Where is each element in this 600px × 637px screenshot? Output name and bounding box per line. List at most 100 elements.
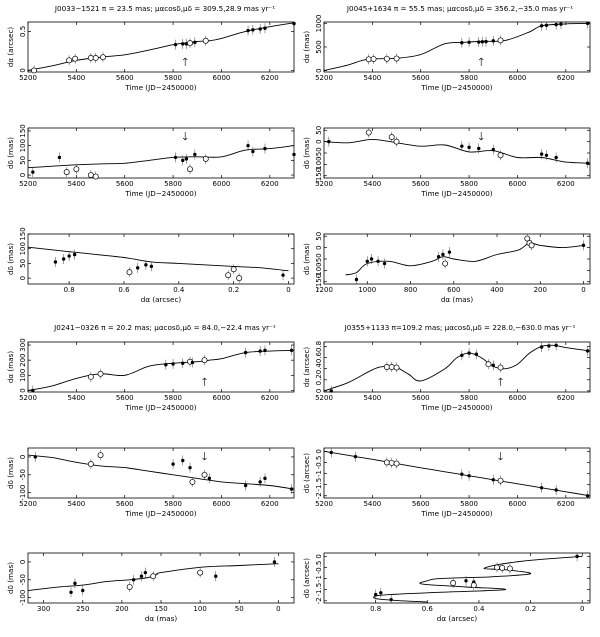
data-point-open — [497, 477, 504, 484]
y-tick-label: 0.6 — [315, 351, 323, 363]
x-tick-label: 5400 — [363, 500, 381, 508]
y-axis-label: dα (mas) — [302, 31, 311, 64]
data-point-open — [87, 54, 94, 61]
data-point-filled — [263, 26, 267, 30]
data-point-filled — [171, 462, 175, 466]
panel-j0033-1521-dd-vs-da: 0.8 0.6 0.4 0.2 0 0 50 100 150 dα (arcsec) dδ (mas… — [6, 227, 295, 304]
y-tick-label: 100 — [19, 369, 27, 382]
model-curve — [28, 454, 294, 490]
x-tick-label: 5800 — [164, 180, 182, 188]
data-point-open — [393, 138, 400, 145]
data-point-open — [383, 364, 390, 370]
data-point-open — [365, 56, 372, 63]
epoch-arrow-head — [478, 137, 484, 141]
x-tick-label: 5800 — [460, 394, 478, 402]
y-tick-label: 50 — [19, 259, 27, 268]
data-point-filled — [447, 250, 452, 254]
x-tick-label: 5200 — [315, 74, 333, 82]
x-axis-label: dα (mas) — [145, 614, 178, 623]
data-point-open — [202, 155, 209, 162]
data-point-filled — [67, 254, 71, 258]
data-point-filled — [263, 146, 267, 151]
data-point-filled — [292, 21, 296, 26]
data-point-filled — [69, 590, 73, 594]
data-point-filled — [477, 40, 481, 44]
x-tick-label: 250 — [76, 605, 89, 613]
data-point-filled — [491, 478, 495, 482]
panel-j0033-1521-dd-vs-time: 5200 5400 5600 5800 6000 6200 0 50 100 150 Time (J… — [6, 124, 296, 198]
y-axis-label: dα (arcsec) — [302, 347, 311, 388]
plot-frame — [323, 21, 591, 73]
y-tick-label: -100 — [315, 156, 323, 172]
y-tick-label: 150 — [19, 124, 27, 137]
y-tick-label: -2 — [315, 597, 323, 604]
data-point-filled — [467, 351, 471, 355]
data-point-filled — [149, 264, 154, 269]
model-curve — [324, 138, 590, 164]
data-point-filled — [544, 153, 549, 157]
plot-frame — [27, 552, 295, 604]
y-tick-label: 50 — [315, 126, 323, 135]
data-point-filled — [539, 24, 544, 28]
x-tick-label: 6000 — [213, 180, 231, 188]
data-point-filled — [73, 581, 77, 586]
y-tick-label: 0 — [315, 139, 323, 143]
data-point-filled — [369, 257, 374, 261]
x-tick-label: 5400 — [67, 180, 85, 188]
y-axis-label: dδ (mas) — [302, 137, 311, 169]
y-tick-label: 50 — [19, 156, 27, 165]
data-point-filled — [258, 27, 262, 31]
x-tick-label: 5800 — [460, 180, 478, 188]
x-tick-label: 6000 — [509, 394, 527, 402]
data-point-filled — [243, 483, 248, 488]
plot-frame — [27, 341, 295, 393]
data-point-filled — [575, 554, 579, 559]
y-tick-label: -50 — [315, 253, 323, 264]
data-point-open — [393, 364, 400, 371]
model-curve — [324, 450, 590, 497]
data-point-filled — [460, 353, 464, 358]
data-point-open — [388, 364, 395, 370]
data-point-filled — [281, 273, 285, 277]
y-axis-label: dδ (mas) — [6, 137, 15, 169]
data-point-filled — [72, 252, 77, 257]
data-point-filled — [258, 349, 262, 353]
data-point-filled — [559, 22, 563, 26]
data-point-filled — [379, 591, 383, 595]
y-tick-label: 200 — [19, 353, 27, 366]
data-point-filled — [181, 42, 185, 46]
y-tick-label: 0 — [19, 388, 27, 392]
x-axis-label: dα (mas) — [441, 295, 474, 304]
x-tick-label: 5600 — [412, 180, 430, 188]
data-point-filled — [214, 574, 218, 578]
x-tick-label: 5600 — [116, 74, 134, 82]
data-point-open — [388, 459, 395, 466]
data-point-open — [73, 166, 80, 173]
data-point-filled — [207, 476, 212, 481]
epoch-arrow-head — [498, 377, 503, 381]
y-axis-label: dδ (mas) — [6, 457, 15, 489]
data-point-open — [87, 172, 94, 179]
data-point-open — [388, 134, 395, 141]
epoch-arrow-head — [182, 137, 188, 141]
data-point-filled — [554, 22, 558, 27]
x-tick-label: 5200 — [19, 180, 37, 188]
x-tick-label: 5600 — [412, 74, 430, 82]
x-tick-label: 5200 — [19, 500, 37, 508]
data-point-filled — [173, 155, 178, 160]
x-tick-label: 6200 — [261, 180, 279, 188]
x-axis-label: dα (arcsec) — [141, 295, 182, 304]
data-point-filled — [353, 454, 358, 459]
data-point-open — [201, 471, 208, 478]
data-point-open — [189, 478, 196, 485]
x-axis-label: Time (JD−2450000) — [124, 189, 196, 198]
data-point-filled — [484, 39, 488, 44]
data-point-filled — [131, 578, 136, 582]
data-point-open — [528, 242, 535, 249]
data-point-filled — [467, 145, 471, 150]
data-point-filled — [251, 28, 255, 32]
model-curve — [28, 22, 294, 71]
x-tick-label: 5400 — [67, 500, 85, 508]
plot-frame — [27, 233, 295, 285]
epoch-arrow-head — [498, 457, 503, 461]
